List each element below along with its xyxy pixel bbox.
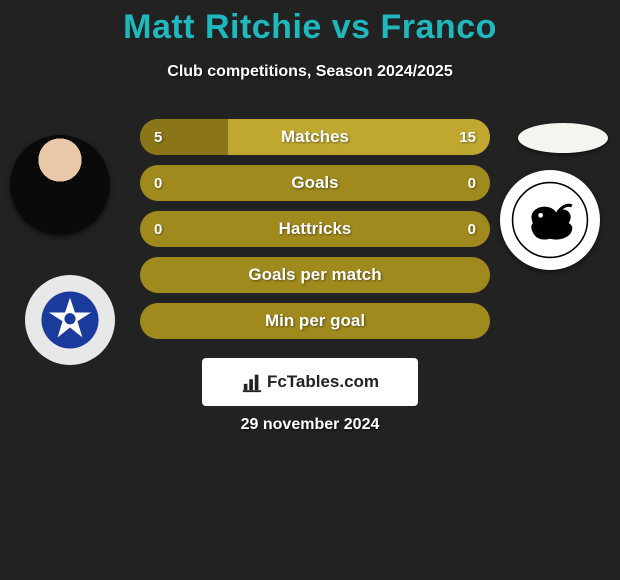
stat-label: Goals per match [140,265,490,285]
player-right-photo [518,123,608,153]
portsmouth-badge-icon [39,289,101,351]
snapshot-date: 29 november 2024 [0,416,620,434]
stat-bar-row: 5Matches15 [140,119,490,155]
stat-label: Matches [140,127,490,147]
bar-chart-icon [241,371,263,393]
comparison-bars: 5Matches150Goals00Hattricks0Goals per ma… [140,119,490,349]
stat-bar-row: Min per goal [140,303,490,339]
stat-label: Min per goal [140,311,490,331]
stat-bar-row: 0Hattricks0 [140,211,490,247]
stat-right-value: 15 [459,129,476,146]
comparison-title: Matt Ritchie vs Franco [0,0,620,47]
player-left-photo [10,135,110,235]
stat-label: Hattricks [140,219,490,239]
swansea-badge-icon [511,181,589,259]
player-right-club-badge [500,170,600,270]
fctables-logo-text: FcTables.com [267,372,379,392]
stat-right-value: 0 [468,175,476,192]
fctables-logo: FcTables.com [202,358,418,406]
stat-right-value: 0 [468,221,476,238]
comparison-subtitle: Club competitions, Season 2024/2025 [0,63,620,81]
player-left-club-badge [25,275,115,365]
stat-bar-row: 0Goals0 [140,165,490,201]
stat-bar-row: Goals per match [140,257,490,293]
stat-label: Goals [140,173,490,193]
